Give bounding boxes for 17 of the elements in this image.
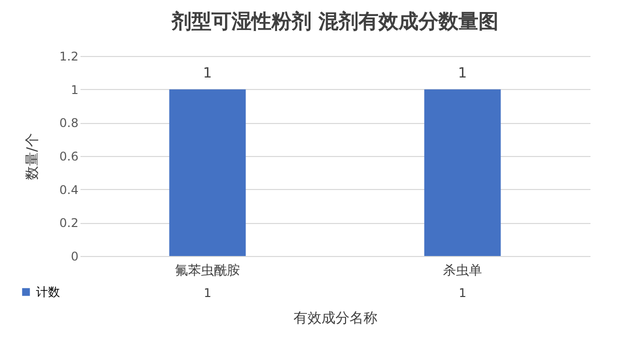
y-tick-label: 1.2 (59, 50, 78, 64)
x-tick-label: 杀虫单 (443, 264, 482, 278)
x-axis-title: 有效成分名称 (294, 310, 378, 326)
legend-label: 计数 (36, 285, 60, 299)
data-label: 1 (204, 286, 212, 300)
y-tick-label: 0.6 (59, 150, 78, 164)
y-tick-label: 0 (70, 250, 78, 264)
text: 1 (458, 65, 467, 82)
y-axis-title: 数量/个 (24, 133, 40, 180)
y-tick-label: 0.2 (59, 216, 78, 230)
y-tick-label: 0.8 (59, 116, 78, 130)
chart-title: 剂型可湿性粉剂 混剂有效成分数量图 (170, 9, 498, 33)
y-tick-label: 1 (70, 82, 78, 97)
x-tick-label: 氟苯虫酰胺 (175, 264, 240, 278)
data-label: 1 (458, 286, 466, 300)
y-tick-label: 0.4 (59, 182, 78, 197)
text: 1 (203, 65, 212, 82)
